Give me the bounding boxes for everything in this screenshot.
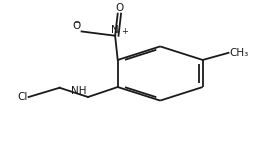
Text: −: − <box>73 18 80 27</box>
Text: CH₃: CH₃ <box>230 48 249 58</box>
Text: NH: NH <box>71 86 87 96</box>
Text: +: + <box>121 27 128 36</box>
Text: N: N <box>111 25 119 35</box>
Text: O: O <box>115 3 124 13</box>
Text: Cl: Cl <box>17 92 27 102</box>
Text: O: O <box>72 21 80 31</box>
